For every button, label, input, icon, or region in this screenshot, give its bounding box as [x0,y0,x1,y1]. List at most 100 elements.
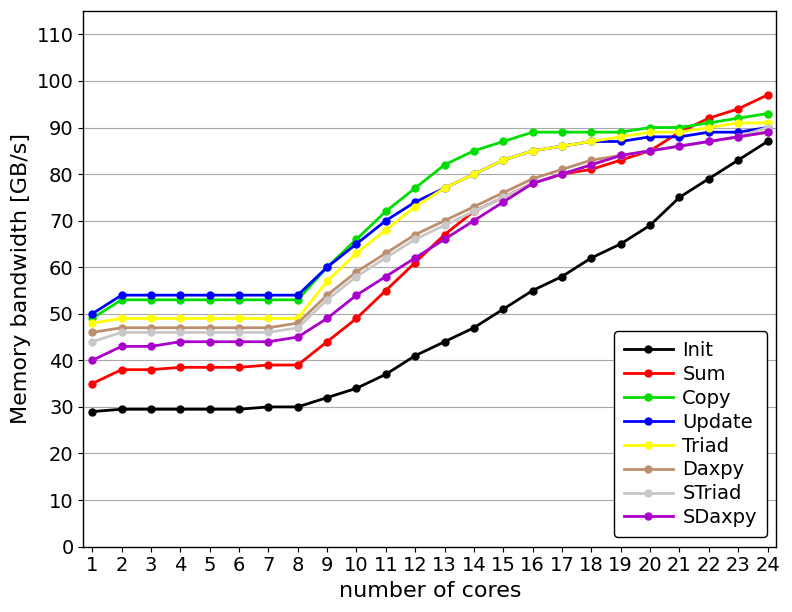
Init [176,406,185,413]
Daxpy [176,324,185,332]
Init [763,138,772,145]
Init [352,384,361,392]
Daxpy [587,157,596,164]
STriad [645,147,655,154]
Daxpy [704,138,714,145]
Init [587,254,596,261]
Triad [498,157,508,164]
Copy [558,129,567,136]
Update [116,291,126,299]
Legend: Init, Sum, Copy, Update, Triad, Daxpy, STriad, SDaxpy: Init, Sum, Copy, Update, Triad, Daxpy, S… [615,332,767,537]
Copy [587,129,596,136]
SDaxpy [176,338,185,345]
Init [616,241,626,248]
SDaxpy [147,343,156,350]
Copy [410,184,420,192]
STriad [558,170,567,177]
Sum [264,361,273,368]
Copy [205,296,215,304]
Copy [352,236,361,243]
Daxpy [116,324,126,332]
Sum [616,157,626,164]
SDaxpy [87,357,97,364]
Line: Update: Update [89,124,771,317]
Daxpy [234,324,244,332]
Sum [587,166,596,173]
Daxpy [322,291,332,299]
SDaxpy [527,180,537,187]
Init [322,394,332,401]
Copy [440,161,449,168]
Daxpy [410,231,420,238]
Triad [558,143,567,150]
Init [205,406,215,413]
STriad [264,329,273,336]
Update [147,291,156,299]
Sum [381,287,390,294]
Update [645,133,655,141]
Init [469,324,478,332]
Triad [763,119,772,127]
Update [176,291,185,299]
Update [352,241,361,248]
Triad [205,315,215,322]
STriad [205,329,215,336]
Line: STriad: STriad [89,124,771,345]
Init [440,338,449,345]
Sum [527,180,537,187]
Daxpy [352,268,361,275]
Update [410,198,420,206]
Daxpy [675,143,684,150]
Copy [763,110,772,118]
Daxpy [87,329,97,336]
Sum [176,364,185,371]
Copy [116,296,126,304]
STriad [176,329,185,336]
Sum [645,147,655,154]
STriad [675,143,684,150]
Daxpy [645,147,655,154]
Update [440,184,449,192]
Daxpy [733,133,743,141]
Update [763,124,772,131]
SDaxpy [558,170,567,177]
Init [147,406,156,413]
SDaxpy [205,338,215,345]
STriad [410,236,420,243]
SDaxpy [116,343,126,350]
STriad [527,180,537,187]
Update [87,310,97,318]
SDaxpy [616,152,626,159]
STriad [116,329,126,336]
Triad [704,124,714,131]
SDaxpy [410,254,420,261]
Update [293,291,303,299]
STriad [733,133,743,141]
Sum [352,315,361,322]
Update [498,157,508,164]
Copy [616,129,626,136]
SDaxpy [704,138,714,145]
Triad [176,315,185,322]
Triad [381,226,390,234]
SDaxpy [322,315,332,322]
Daxpy [440,217,449,225]
Sum [410,259,420,266]
Copy [147,296,156,304]
Sum [733,105,743,113]
Copy [234,296,244,304]
Init [293,403,303,411]
SDaxpy [264,338,273,345]
Copy [704,119,714,127]
Init [116,406,126,413]
Init [264,403,273,411]
Init [733,157,743,164]
SDaxpy [381,273,390,280]
SDaxpy [440,236,449,243]
Triad [675,129,684,136]
Update [205,291,215,299]
Init [527,287,537,294]
Daxpy [498,189,508,196]
Sum [234,364,244,371]
Daxpy [469,203,478,211]
